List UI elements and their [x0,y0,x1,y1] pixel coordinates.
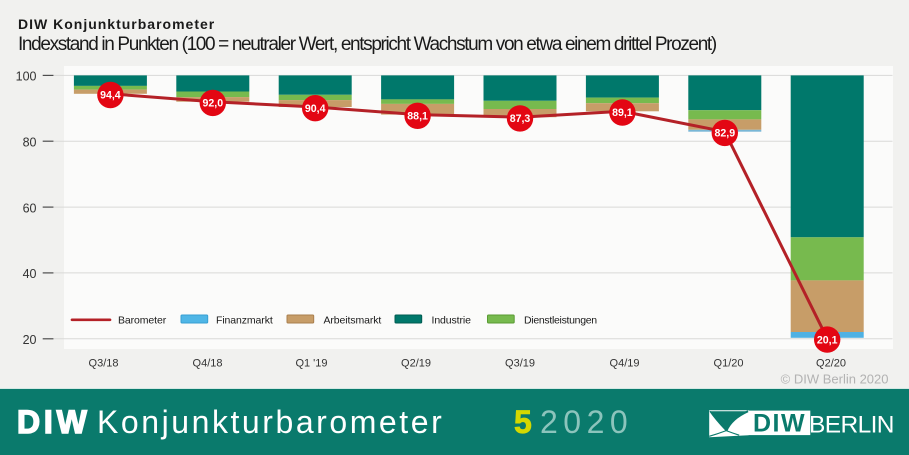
svg-text:80: 80 [23,136,37,150]
svg-text:Q1/20: Q1/20 [714,358,744,370]
svg-text:60: 60 [23,201,37,215]
svg-text:Q4/18: Q4/18 [193,358,223,370]
svg-text:Industrie: Industrie [432,314,472,326]
svg-text:Barometer: Barometer [118,314,167,326]
svg-text:Arbeitsmarkt: Arbeitsmarkt [324,314,382,326]
svg-text:Q2/19: Q2/19 [401,358,431,370]
svg-text:© DIW Berlin 2020: © DIW Berlin 2020 [781,372,889,387]
svg-text:BERLIN: BERLIN [809,412,894,439]
svg-text:Finanzmarkt: Finanzmarkt [216,314,273,326]
svg-text:89,1: 89,1 [612,107,633,119]
svg-text:94,4: 94,4 [100,90,121,102]
svg-text:92,0: 92,0 [202,98,223,110]
svg-text:Q3/18: Q3/18 [89,358,119,370]
svg-text:100: 100 [16,70,37,84]
svg-text:90,4: 90,4 [305,103,326,115]
svg-text:DIW: DIW [753,409,806,437]
svg-text:20: 20 [23,333,37,347]
svg-text:82,9: 82,9 [714,128,735,140]
svg-text:20,1: 20,1 [817,334,838,346]
svg-text:Dienstleistungen: Dienstleistungen [524,314,597,326]
svg-text:Q3/19: Q3/19 [505,358,535,370]
svg-text:40: 40 [23,267,37,281]
svg-text:Q2/20: Q2/20 [816,358,846,370]
svg-text:Q4/19: Q4/19 [610,358,640,370]
svg-text:Q1 '19: Q1 '19 [295,358,327,370]
svg-text:88,1: 88,1 [407,111,428,123]
svg-text:87,3: 87,3 [510,113,531,125]
